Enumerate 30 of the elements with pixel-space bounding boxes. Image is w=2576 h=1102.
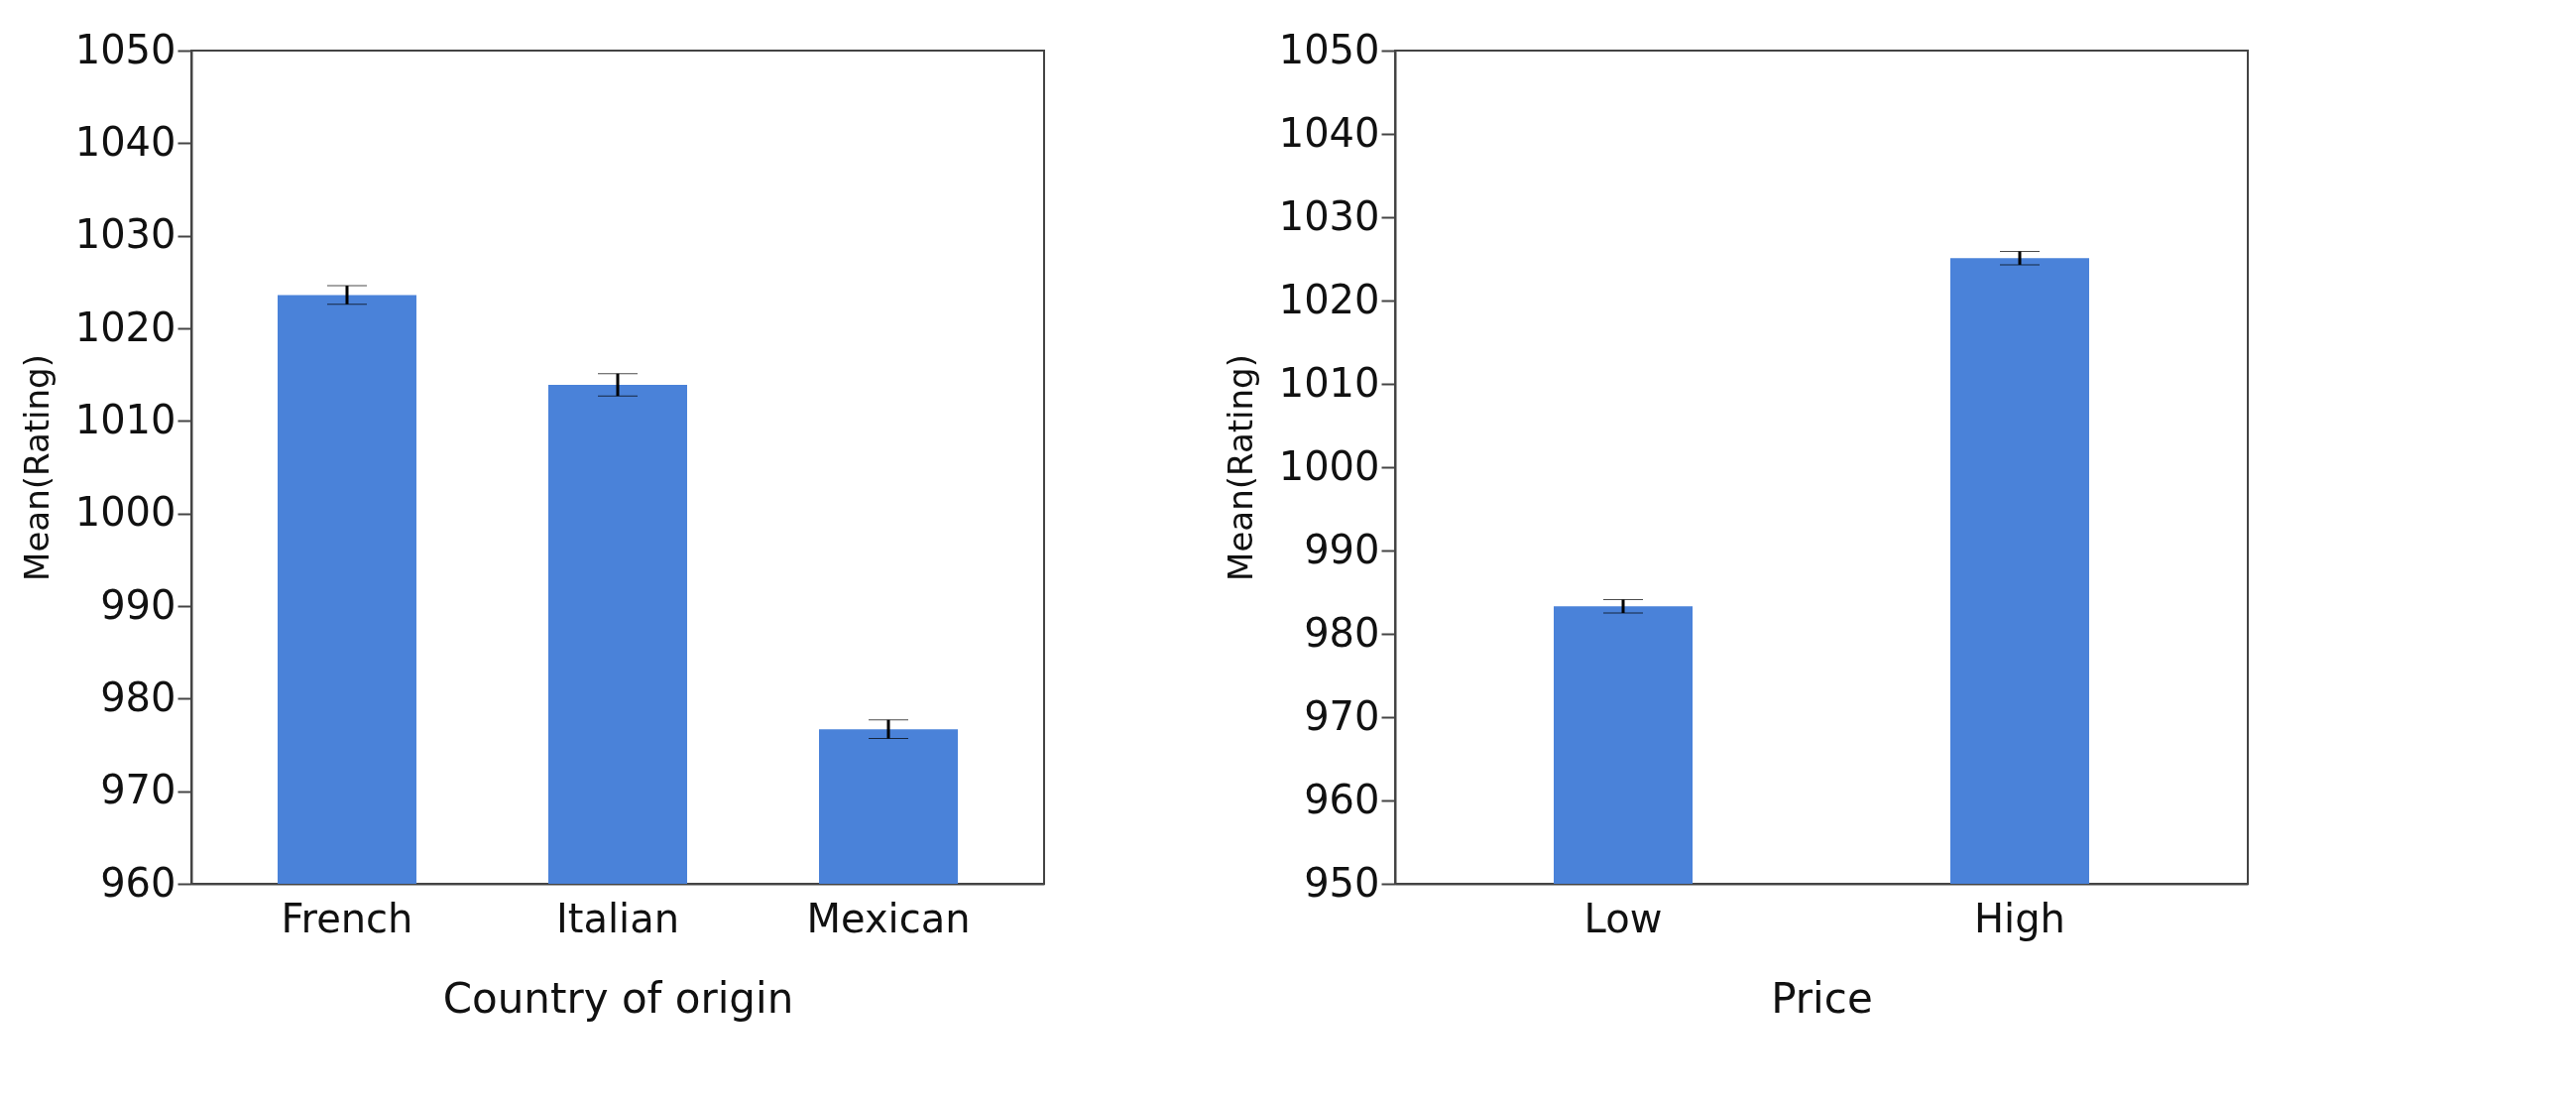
y-tick-label: 1020: [74, 304, 176, 350]
y-tick-label: 990: [100, 581, 176, 628]
y-tick-label: 960: [1304, 776, 1380, 822]
x-tick-label: Mexican: [806, 895, 971, 941]
y-tick-label: 1000: [74, 489, 176, 536]
x-tick-label: French: [281, 895, 413, 941]
y-tick-label: 1050: [1278, 26, 1380, 72]
y-tick-label: 1030: [1278, 192, 1380, 239]
x-tick-label: High: [1974, 895, 2065, 941]
x-axis-title: Country of origin: [442, 973, 794, 1023]
y-tick-label: 990: [1304, 526, 1380, 572]
x-tick-label: Low: [1583, 895, 1663, 941]
y-tick-label: 970: [100, 767, 176, 813]
x-tick-label: Italian: [555, 895, 680, 941]
y-tick-label: 980: [100, 673, 176, 720]
y-tick-label: 1040: [74, 118, 176, 165]
y-tick-label: 1010: [74, 396, 176, 442]
y-tick-label: 1000: [1278, 442, 1380, 489]
y-tick-label: 960: [100, 859, 176, 906]
y-axis-title: Mean(Rating): [1220, 354, 1260, 581]
y-tick-label: 1040: [1278, 109, 1380, 156]
y-tick-label: 1030: [74, 211, 176, 258]
x-axis-title: Price: [1771, 973, 1873, 1023]
y-tick-label: 980: [1304, 609, 1380, 656]
y-tick-label: 970: [1304, 692, 1380, 739]
y-tick-label: 1050: [74, 26, 176, 72]
y-axis-title: Mean(Rating): [16, 354, 57, 581]
y-tick-label: 1010: [1278, 359, 1380, 406]
y-tick-label: 950: [1304, 859, 1380, 906]
y-tick-label: 1020: [1278, 276, 1380, 322]
